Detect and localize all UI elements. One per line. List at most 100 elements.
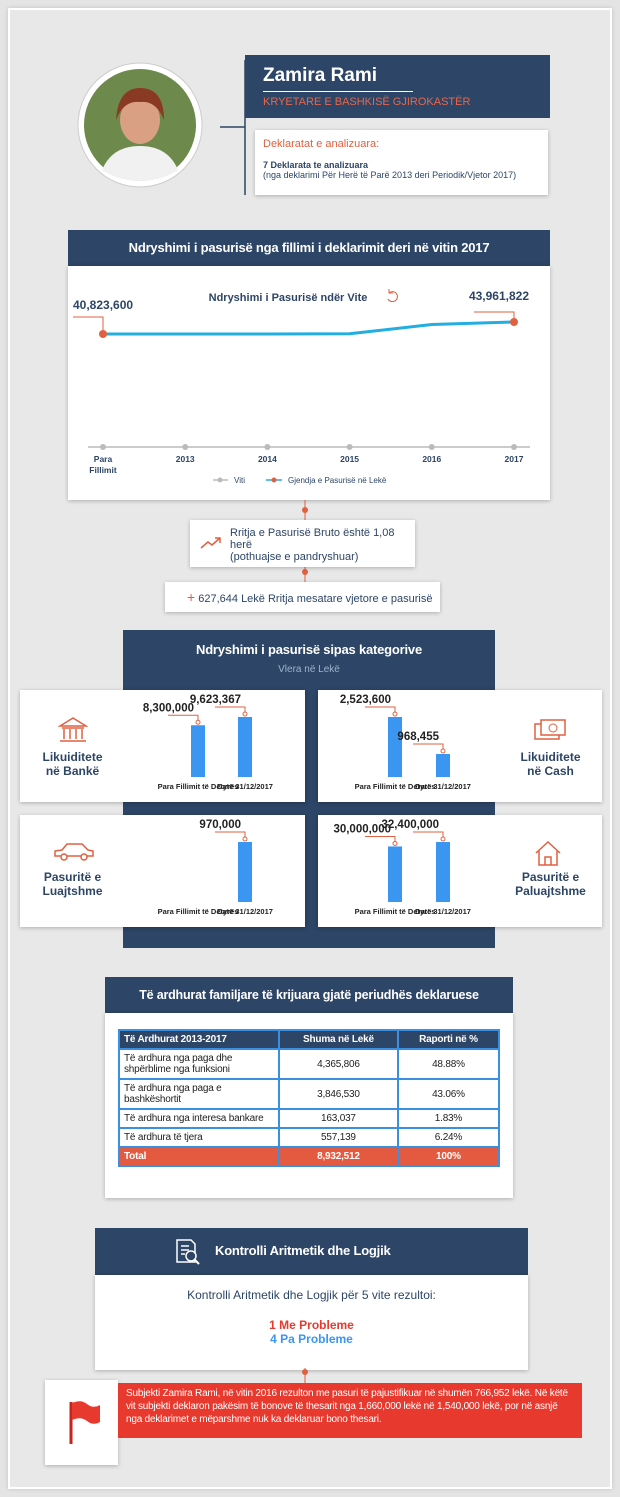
bar-chart: Para Fillimit të Detyrës 30,000,000 Datë 3… (333, 819, 471, 916)
person-name: Zamira Rami (263, 65, 378, 86)
declarations-box: Deklaratat e analizuara: 7 Deklarata te … (255, 130, 548, 195)
x-axis-dot (182, 444, 189, 450)
bar (436, 753, 450, 777)
table-cell: 4,365,806 (278, 1048, 399, 1080)
declarations-title: Deklaratat e analizuara: (263, 138, 380, 150)
panel-label: Likuiditete në Bankë (42, 750, 103, 778)
immovable-panel: Pasuritë e Paluajtshme Para Fillimit të … (318, 815, 602, 927)
panel-label: Pasuritë e Luajtshme (42, 870, 103, 898)
column-header: Të Ardhurat 2013-2017 (118, 1029, 280, 1050)
x-axis-dot (428, 444, 435, 450)
annual-growth-box: + 627,644 Lekë Rritja mesatare vjetore e… (165, 582, 440, 612)
section-title: Të ardhurat familjare të krijuara gjatë … (105, 977, 513, 1013)
x-tick-label: Datë 31/12/2017 (415, 782, 471, 791)
car-icon (54, 843, 94, 861)
panel-label: Pasuritë e Paluajtshme (515, 870, 586, 898)
total-cell: 8,932,512 (278, 1146, 399, 1167)
divider (263, 91, 413, 92)
label-connector (168, 714, 199, 723)
x-tick-label: Para Fillimit (89, 454, 117, 475)
control-summary: Kontrolli Aritmetik dhe Logjik për 5 vit… (187, 1288, 436, 1302)
x-tick-label: Datë 31/12/2017 (217, 907, 273, 916)
label-dot (392, 840, 398, 846)
x-tick-label: 2014 (258, 454, 277, 464)
growth-factor: Rritja e Pasurisë Bruto është 1,08 herë (230, 527, 395, 551)
bar (388, 846, 402, 902)
label-dot (440, 836, 446, 842)
value-label: 30,000,000 (333, 823, 391, 835)
label-dot (440, 748, 446, 754)
label-dot (392, 711, 398, 717)
table-cell: 43.06% (396, 1078, 501, 1110)
value-label: 968,455 (397, 731, 439, 743)
flag-icon (69, 1401, 100, 1444)
section-title: Kontrolli Aritmetik dhe Logjik (215, 1243, 391, 1258)
legend-swatch (271, 477, 277, 483)
table-cell: 3,846,530 (278, 1078, 399, 1110)
cash-panel: Likuiditete në Cash Para Fillimit të Det… (318, 690, 602, 802)
label-connector (474, 311, 515, 322)
with-problems: 1 Me Probleme (269, 1318, 354, 1332)
table-row: Të ardhura nga paga dhe shpërblime nga f… (118, 1048, 501, 1080)
x-tick-label: 2017 (505, 454, 524, 464)
section-title: Ndryshimi i pasurisë nga fillimi i dekla… (68, 230, 550, 266)
value-label: 43,961,822 (469, 289, 529, 303)
table-header-row: Të Ardhurat 2013-2017 Shuma në Lekë Raport… (118, 1029, 501, 1050)
x-tick-label: Datë 31/12/2017 (217, 782, 273, 791)
chart-title: Ndryshimi i Pasurisë ndër Vite (209, 292, 368, 304)
column-header: Shuma në Lekë (278, 1029, 399, 1050)
growth-box: Rritja e Pasurisë Bruto është 1,08 herë … (190, 520, 415, 567)
declarations-count: 7 Deklarata te analizuara (263, 160, 369, 170)
note: Subjekti Zamira Rami, në vitin 2016 rezu… (118, 1383, 582, 1438)
line-chart: Ndryshimi i Pasurisë ndër Vite Para Fillim… (73, 289, 530, 485)
label-connector (413, 831, 444, 839)
x-tick-label: Datë 31/12/2017 (415, 907, 471, 916)
table-row: Të ardhura të tjera 557,139 6.24% (118, 1127, 501, 1148)
bank-icon (58, 717, 88, 742)
bar (388, 717, 402, 777)
cash-icon (534, 719, 566, 740)
x-axis-dot (346, 444, 353, 450)
x-axis-dot (264, 444, 271, 450)
total-cell: 100% (396, 1146, 501, 1167)
section-title: Ndryshimi i pasurisë sipas kategorive (196, 642, 422, 657)
without-problems: 4 Pa Probleme (270, 1332, 353, 1346)
label-dot (195, 719, 201, 725)
flag-box (45, 1380, 118, 1465)
table-cell: Të ardhura të tjera (118, 1127, 280, 1148)
label-connector (215, 706, 246, 714)
label-dot (242, 711, 248, 717)
table-cell: Të ardhura nga paga e bashkëshortit (118, 1078, 280, 1110)
income-panel: Të Ardhurat 2013-2017 Shuma në Lekë Raport… (105, 1013, 513, 1198)
bar (238, 842, 252, 902)
declarations-range: (nga deklarimi Për Herë të Parë 2013 der… (263, 170, 517, 180)
x-tick-label: 2015 (340, 454, 359, 464)
table-row: Të ardhura nga paga e bashkëshortit 3,846… (118, 1078, 501, 1110)
table-cell: 48.88% (396, 1048, 501, 1080)
bar-chart: Para Fillimit të Detyrës 8,300,000 Datë 31… (143, 694, 273, 791)
plus-sign: + (187, 589, 196, 605)
control-header: Kontrolli Aritmetik dhe Logjik (95, 1228, 528, 1275)
legend-swatch (217, 477, 223, 483)
x-tick-label: 2013 (176, 454, 195, 464)
x-tick-label: 2016 (422, 454, 441, 464)
value-label: 970,000 (199, 819, 241, 831)
person-role: KRYETARE E BASHKISË GJIROKASTËR (263, 96, 471, 108)
x-tick-label: Para Fillimit të Detyrës (355, 782, 436, 791)
label-connector (365, 835, 396, 844)
x-axis-dot (511, 444, 517, 450)
bar (191, 725, 205, 777)
section-subtitle: Vlera në Lekë (278, 664, 340, 675)
trend-icon (200, 537, 221, 549)
column-header: Raporti në % (396, 1029, 501, 1050)
table-cell: 163,037 (278, 1108, 399, 1129)
refresh-icon (387, 289, 398, 303)
table-cell: 6.24% (396, 1127, 501, 1148)
x-tick-label: Para Fillimit të Detyrës (158, 782, 239, 791)
label-connector (365, 706, 396, 714)
panel-label: Likuiditete në Cash (520, 750, 581, 778)
value-label: 32,400,000 (381, 819, 439, 831)
portrait (77, 62, 203, 188)
